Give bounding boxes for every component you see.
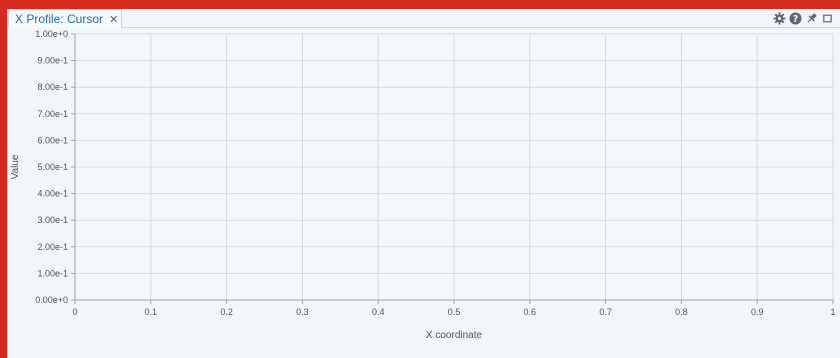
x-profile-panel: X Profile: Cursor ✕: [7, 9, 840, 358]
x-tick-label: 0: [72, 307, 77, 317]
x-tick-label: 0.7: [599, 307, 612, 317]
x-profile-chart[interactable]: 0.00e+0 1.00e-1 2.00e-1 3.00e-1 4.00e-1 5.00e…: [8, 9, 840, 358]
y-tick-label: 9.00e-1: [37, 56, 68, 66]
help-icon[interactable]: ?: [789, 11, 802, 25]
y-tick-label: 8.00e-1: [37, 82, 68, 92]
x-tick-label: 1: [830, 307, 835, 317]
y-tick-label: 6.00e-1: [37, 135, 68, 145]
tab-x-profile-cursor[interactable]: X Profile: Cursor ✕: [8, 9, 122, 28]
pin-icon[interactable]: [805, 12, 818, 25]
x-tick-label: 0.1: [145, 307, 158, 317]
x-tick-label: 0.4: [372, 307, 385, 317]
x-tick-label: 0.3: [296, 307, 309, 317]
x-tick-label: 0.9: [751, 307, 764, 317]
close-icon[interactable]: ✕: [109, 12, 119, 26]
tab-bar: X Profile: Cursor ✕: [8, 9, 840, 28]
y-tick-label: 1.00e-1: [37, 268, 68, 278]
tab-label: X Profile: Cursor: [15, 12, 104, 26]
x-tick-label: 0.6: [524, 307, 537, 317]
x-tick-label: 0.2: [220, 307, 233, 317]
y-axis-title: Value: [10, 154, 21, 179]
y-tick-label: 1.00e+0: [35, 29, 68, 39]
y-tick-label: 2.00e-1: [37, 242, 68, 252]
x-tick-label: 0.8: [675, 307, 688, 317]
y-tick-label: 7.00e-1: [37, 109, 68, 119]
x-tick-label: 0.5: [448, 307, 461, 317]
x-axis-title: X coordinate: [426, 330, 483, 341]
chart-grid: [74, 33, 834, 301]
maximize-icon[interactable]: [821, 12, 834, 25]
gear-icon[interactable]: [773, 11, 786, 25]
panel-toolbar: ?: [773, 10, 834, 26]
y-tick-label: 4.00e-1: [37, 189, 68, 199]
y-tick-label: 0.00e+0: [35, 295, 68, 305]
y-tick-label: 5.00e-1: [37, 162, 68, 172]
svg-text:?: ?: [793, 13, 798, 24]
y-tick-label: 3.00e-1: [37, 215, 68, 225]
chart-axes: 0.00e+0 1.00e-1 2.00e-1 3.00e-1 4.00e-1 5.00e…: [35, 29, 835, 317]
